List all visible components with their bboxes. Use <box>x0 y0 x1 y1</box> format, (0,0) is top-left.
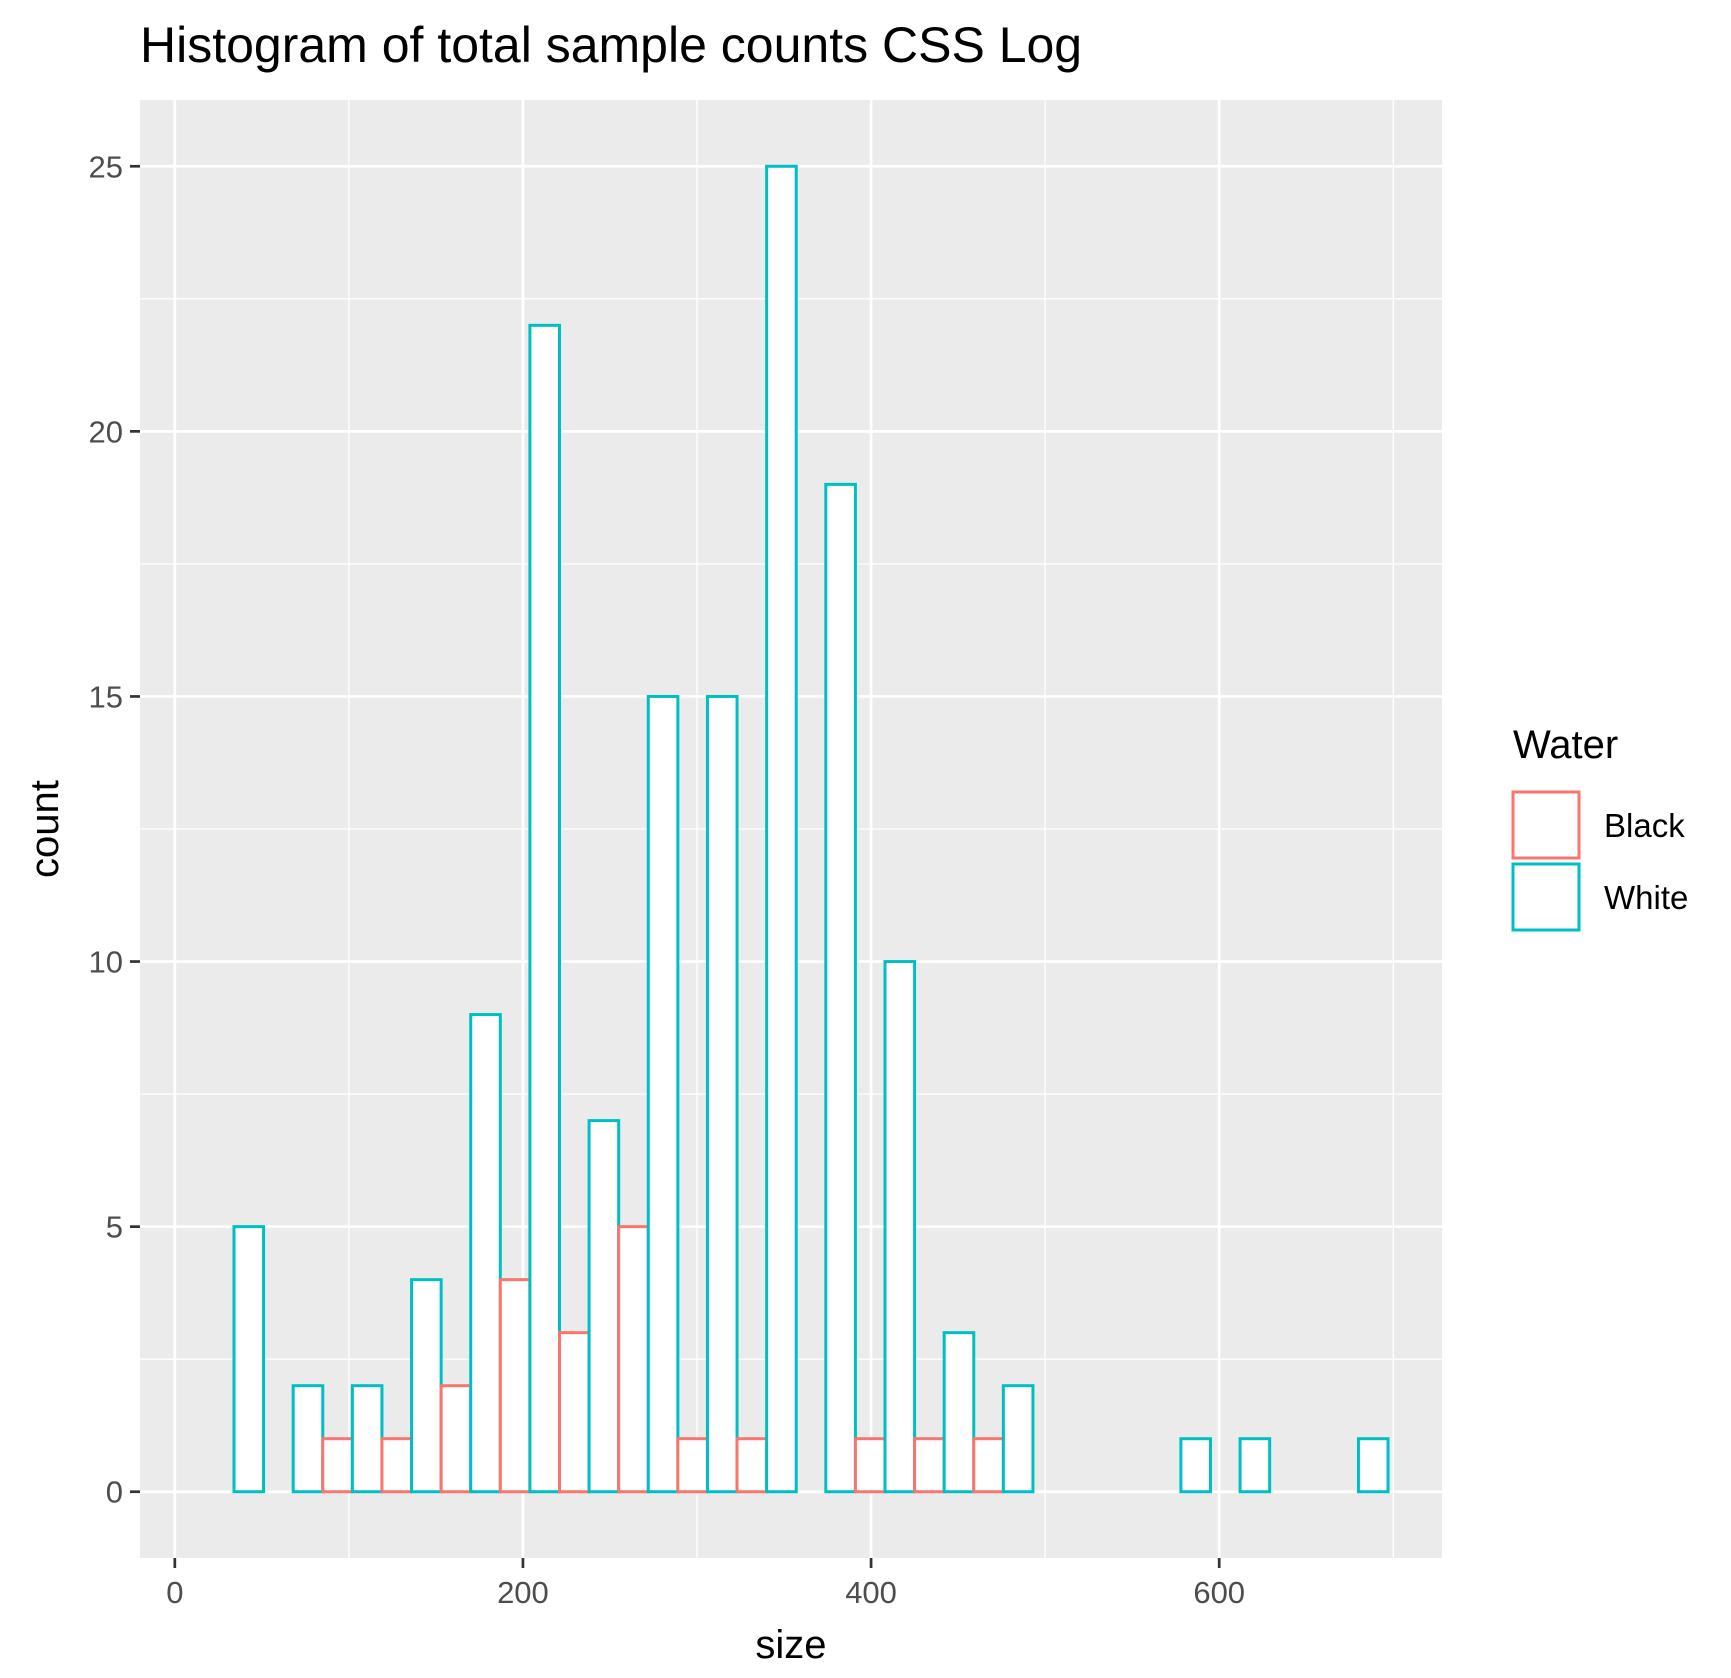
bar-white <box>291 1384 325 1494</box>
x-tick-label: 200 <box>497 1575 549 1610</box>
y-tick-label: 0 <box>106 1475 123 1510</box>
bar-black <box>617 1225 650 1494</box>
bar-white <box>232 1225 266 1494</box>
y-axis-title: count <box>23 780 67 878</box>
y-tick-label: 25 <box>89 149 123 184</box>
x-tick-label: 0 <box>166 1575 183 1610</box>
bar-white <box>469 1013 502 1494</box>
chart-title: Histogram of total sample counts CSS Log <box>140 17 1082 73</box>
y-tick-label: 10 <box>89 945 123 980</box>
bar-white <box>824 482 857 1494</box>
bar-white <box>765 164 798 1494</box>
bar-black <box>498 1278 532 1494</box>
bar-black <box>735 1437 769 1494</box>
bar-black <box>439 1384 473 1494</box>
bar-black <box>972 1437 1005 1494</box>
legend-label-black: Black <box>1604 807 1685 844</box>
x-axis: 0 200 400 600 <box>166 1558 1245 1610</box>
bar-white <box>883 960 917 1494</box>
y-tick-label: 20 <box>89 414 123 449</box>
x-tick-label: 400 <box>845 1575 897 1610</box>
bar-black <box>853 1437 887 1494</box>
bar-white <box>1356 1437 1390 1494</box>
bar-white <box>528 323 561 1494</box>
bar-white <box>942 1331 976 1494</box>
y-tick-label: 15 <box>89 679 123 714</box>
legend-title: Water <box>1513 723 1618 767</box>
legend-key-black <box>1511 790 1581 860</box>
bar-black <box>380 1437 414 1494</box>
bar-black <box>557 1331 591 1494</box>
y-tick-label: 5 <box>106 1210 123 1245</box>
legend-label-white: White <box>1604 879 1688 916</box>
bar-black <box>913 1437 946 1494</box>
legend: Water Black White <box>1511 723 1688 932</box>
histogram-bars <box>232 164 1390 1494</box>
bar-white <box>350 1384 384 1494</box>
bar-white <box>1001 1384 1035 1494</box>
bar-white <box>410 1278 443 1494</box>
bar-white <box>705 694 739 1494</box>
y-axis: 0 5 10 15 20 25 <box>89 149 140 1510</box>
x-tick-label: 600 <box>1193 1575 1245 1610</box>
bar-black <box>321 1437 354 1494</box>
bar-white <box>587 1119 621 1494</box>
bar-white <box>646 694 680 1494</box>
bar-white <box>1179 1437 1212 1494</box>
x-axis-title: size <box>755 1623 826 1667</box>
bar-white <box>1238 1437 1272 1494</box>
legend-key-white <box>1511 862 1581 932</box>
bar-black <box>676 1437 709 1494</box>
